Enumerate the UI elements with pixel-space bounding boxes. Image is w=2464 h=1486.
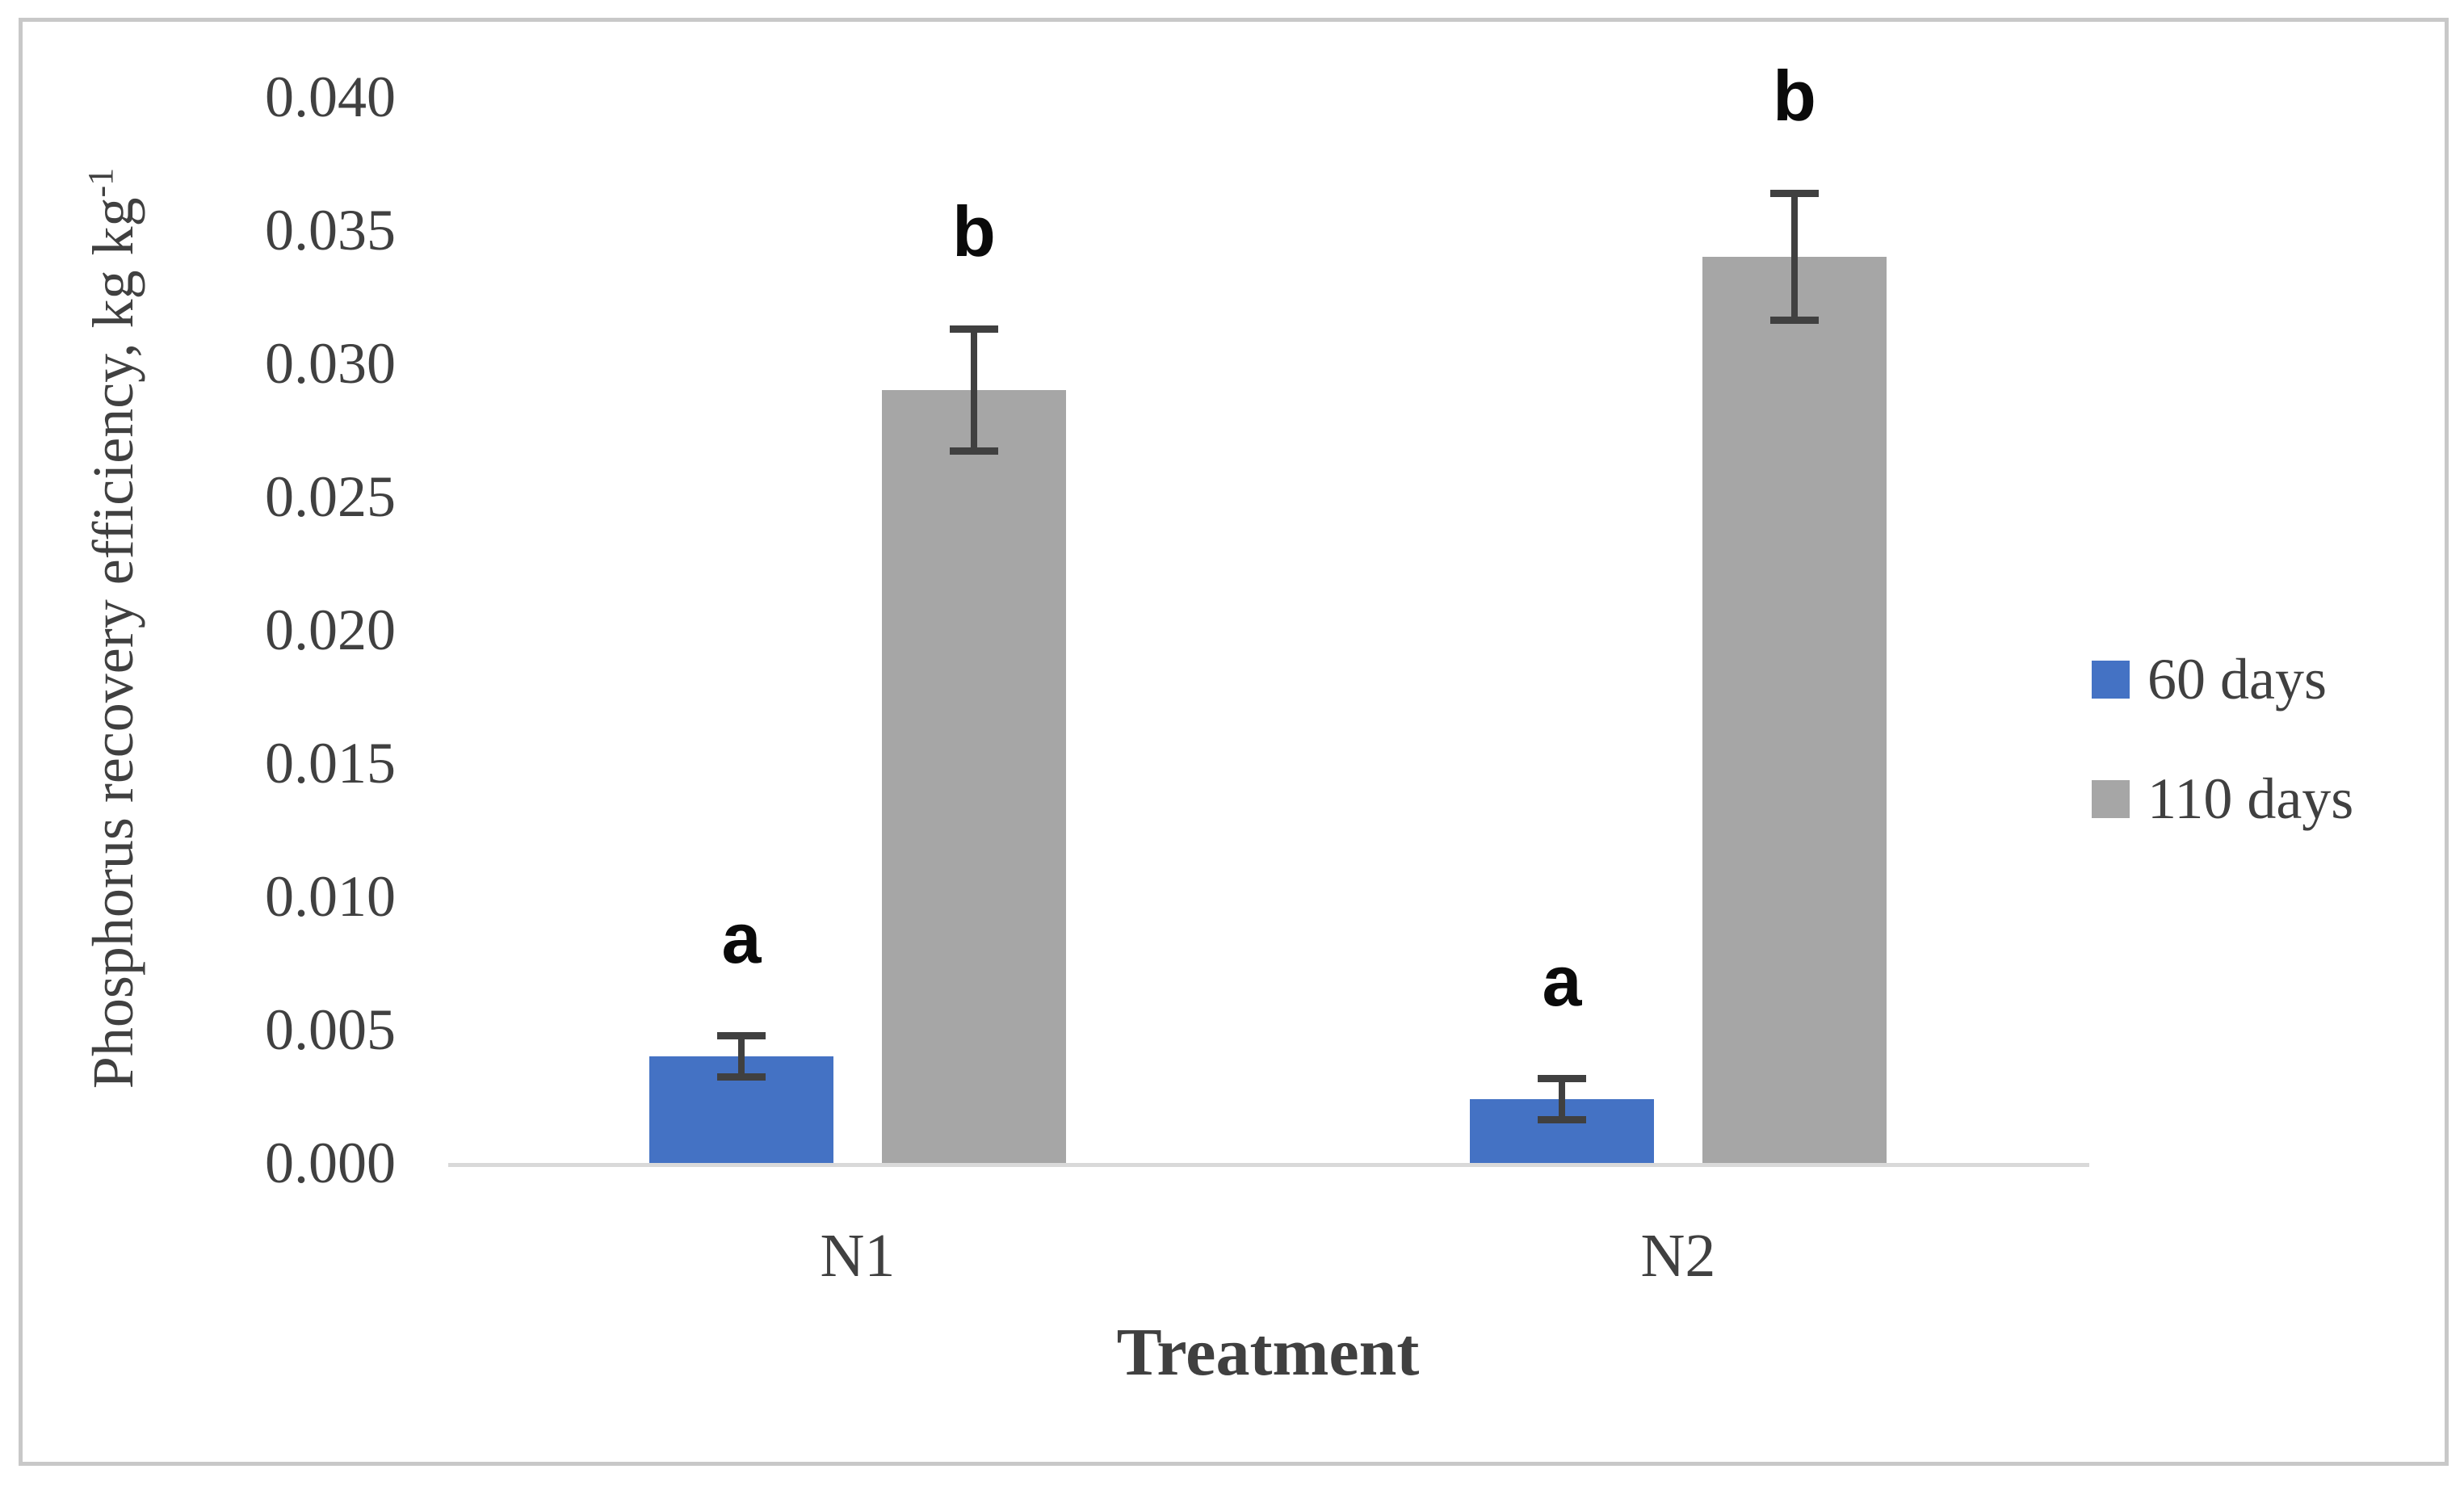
- legend-item-110-days: 110 days: [2092, 762, 2353, 836]
- error-bar-cap-top-110-days-n1: [950, 325, 998, 333]
- y-tick-label-0.020: 0.020: [265, 598, 396, 662]
- y-axis-title: Phosphorus recovery efficiency, kg kg-1: [57, 0, 145, 1274]
- significance-letter-110-days-n2: b: [1773, 56, 1816, 136]
- y-tick-label-0.040: 0.040: [265, 65, 396, 129]
- figure-frame: [19, 18, 2449, 1466]
- error-bar-60-days-n1: [738, 1035, 745, 1077]
- significance-letter-60-days-n1: a: [721, 898, 762, 978]
- error-bar-cap-top-110-days-n2: [1770, 190, 1819, 197]
- error-bar-110-days-n2: [1791, 193, 1798, 321]
- y-axis-title-text: Phosphorus recovery efficiency, kg kg: [81, 197, 145, 1089]
- legend-swatch-110-days: [2092, 779, 2130, 818]
- error-bar-cap-bottom-110-days-n1: [950, 447, 998, 455]
- bar-110-days-n1: [882, 390, 1066, 1163]
- y-tick-label-0.025: 0.025: [265, 464, 396, 529]
- x-axis-line: [448, 1163, 2089, 1167]
- x-category-label-n1: N1: [820, 1222, 896, 1290]
- significance-letter-110-days-n1: b: [952, 191, 996, 271]
- legend-swatch-60-days: [2092, 660, 2130, 699]
- error-bar-110-days-n1: [971, 329, 977, 451]
- bar-110-days-n2: [1702, 257, 1887, 1163]
- y-tick-label-0.035: 0.035: [265, 198, 396, 262]
- y-tick-label-0.030: 0.030: [265, 331, 396, 396]
- legend: 60 days 110 days: [2092, 642, 2353, 881]
- y-tick-label-0.010: 0.010: [265, 864, 396, 929]
- legend-item-60-days: 60 days: [2092, 642, 2353, 716]
- error-bar-cap-bottom-60-days-n2: [1538, 1116, 1586, 1123]
- legend-label-110-days: 110 days: [2147, 766, 2354, 831]
- x-axis-title: Treatment: [1116, 1315, 1420, 1390]
- error-bar-cap-bottom-60-days-n1: [717, 1073, 766, 1081]
- y-tick-label-0.000: 0.000: [265, 1131, 396, 1195]
- x-category-label-n2: N2: [1640, 1222, 1716, 1290]
- y-tick-label-0.005: 0.005: [265, 997, 396, 1062]
- legend-label-60-days: 60 days: [2147, 647, 2327, 712]
- error-bar-cap-bottom-110-days-n2: [1770, 317, 1819, 324]
- error-bar-cap-top-60-days-n1: [717, 1032, 766, 1039]
- error-bar-60-days-n2: [1559, 1078, 1565, 1120]
- y-axis-title-superscript: -1: [81, 167, 120, 198]
- error-bar-cap-top-60-days-n2: [1538, 1075, 1586, 1082]
- y-tick-label-0.015: 0.015: [265, 731, 396, 795]
- significance-letter-60-days-n2: a: [1542, 941, 1582, 1021]
